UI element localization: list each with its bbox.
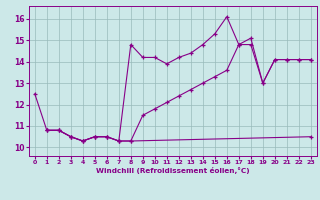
- X-axis label: Windchill (Refroidissement éolien,°C): Windchill (Refroidissement éolien,°C): [96, 167, 250, 174]
